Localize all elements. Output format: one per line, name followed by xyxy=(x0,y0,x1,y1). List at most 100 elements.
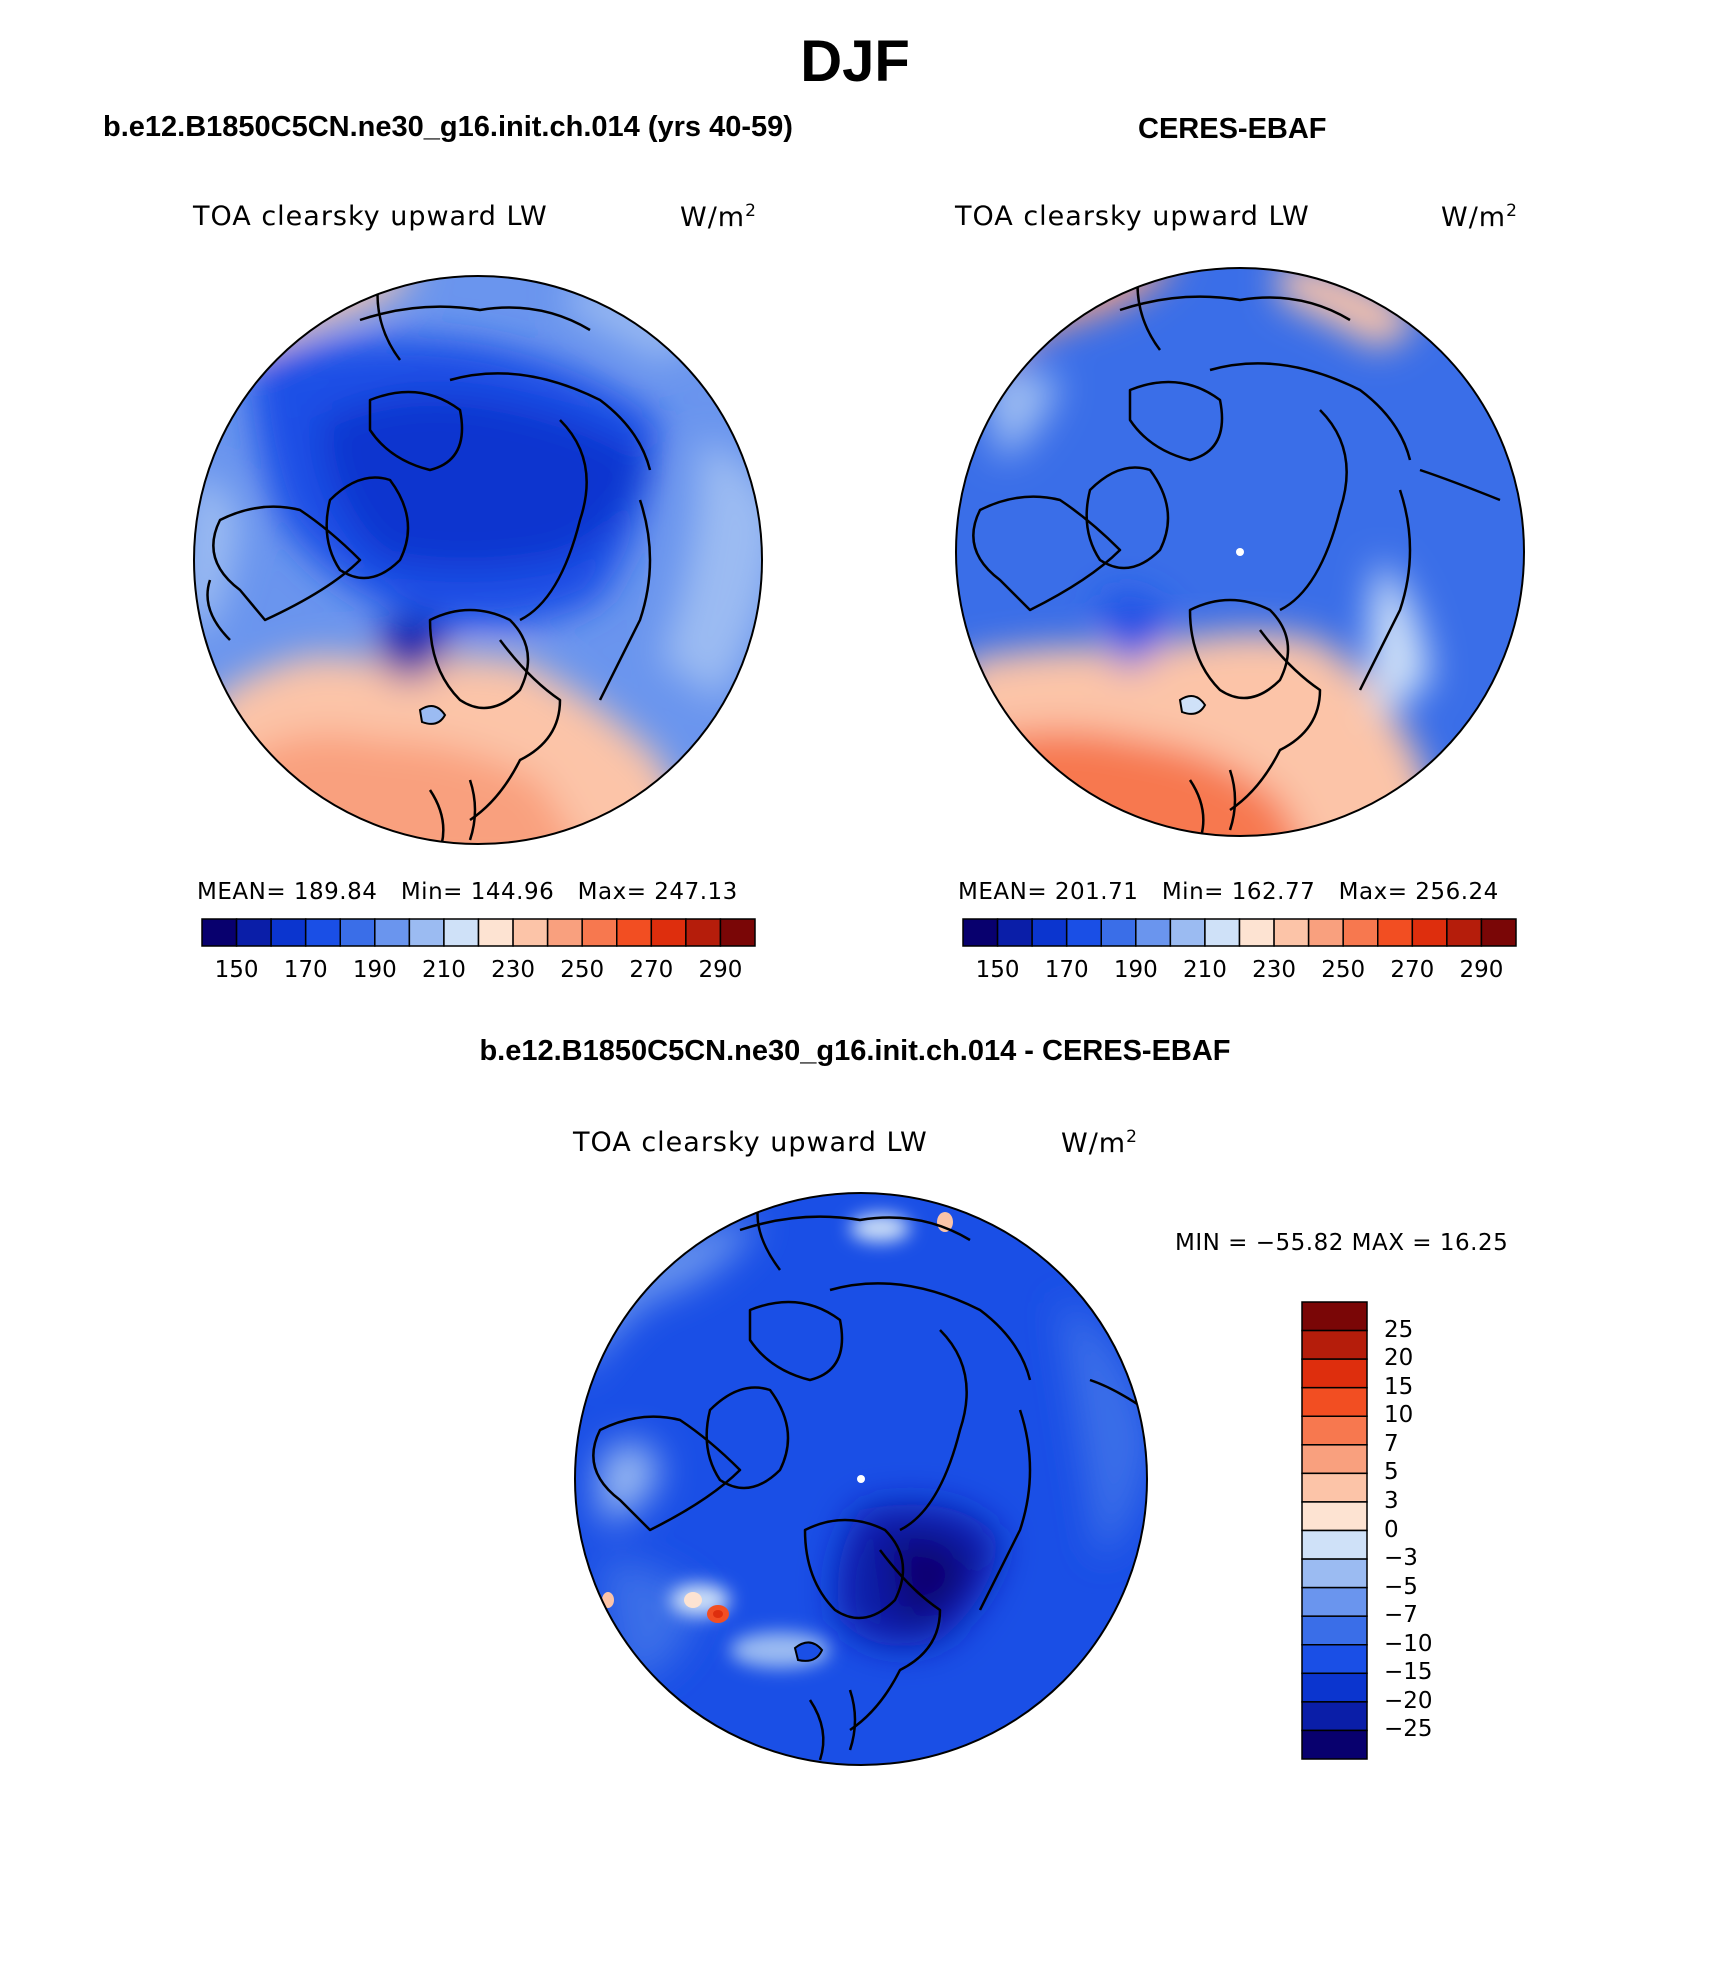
colorbar-swatch xyxy=(1301,1472,1368,1503)
colorbar-tick-label: −15 xyxy=(1384,1659,1433,1686)
colorbar-swatch xyxy=(1100,918,1137,947)
colorbar-tick-label: 170 xyxy=(1044,957,1089,983)
colorbar-tick-label: −25 xyxy=(1384,1716,1433,1743)
colorbar-swatch xyxy=(1301,1501,1368,1532)
colorbar-tick-label: 150 xyxy=(975,957,1020,983)
colorbar-tick-label: 7 xyxy=(1384,1430,1399,1457)
colorbar-swatch xyxy=(1301,1644,1368,1675)
colorbar-swatch xyxy=(1377,918,1414,947)
colorbar-swatch xyxy=(1301,1729,1368,1760)
colorbar-swatch xyxy=(1411,918,1448,947)
colorbar-swatch xyxy=(1301,1586,1368,1617)
diff-variable-label: TOA clearsky upward LW xyxy=(573,1127,928,1158)
colorbar-swatch xyxy=(1301,1444,1368,1475)
obs-min-value: 162.77 xyxy=(1231,879,1316,905)
model-panel-title: b.e12.B1850C5CN.ne30_g16.init.ch.014 (yr… xyxy=(103,111,793,143)
colorbar-swatch xyxy=(443,918,480,947)
colorbar-swatch xyxy=(1301,1329,1368,1360)
colorbar-tick-label: 270 xyxy=(629,957,674,983)
colorbar-tick-label: 3 xyxy=(1384,1487,1399,1514)
colorbar-swatch xyxy=(235,918,272,947)
colorbar-tick-label: 190 xyxy=(1113,957,1158,983)
obs-map-boundary xyxy=(955,267,1525,837)
diff-map-boundary xyxy=(574,1192,1148,1766)
colorbar-swatch xyxy=(1301,1358,1368,1389)
colorbar-swatch xyxy=(1238,918,1275,947)
obs-panel-title: CERES-EBAF xyxy=(1138,113,1327,145)
colorbar-tick-label: 290 xyxy=(1459,957,1504,983)
colorbar-swatch xyxy=(581,918,618,947)
obs-min-label: Min= xyxy=(1161,879,1224,905)
colorbar-swatch xyxy=(1031,918,1068,947)
diff-panel-title: b.e12.B1850C5CN.ne30_g16.init.ch.014 - C… xyxy=(479,1035,1231,1067)
colorbar-tick-label: −7 xyxy=(1384,1602,1418,1629)
diff-units-label: W/m2 xyxy=(1061,1127,1138,1159)
colorbar-tick-label: −5 xyxy=(1384,1573,1418,1600)
colorbar-tick-label: 10 xyxy=(1384,1402,1414,1429)
colorbar-tick-label: 230 xyxy=(491,957,536,983)
model-units-label: W/m2 xyxy=(680,201,757,233)
colorbar-swatch xyxy=(1480,918,1517,947)
colorbar-swatch xyxy=(339,918,376,947)
colorbar-swatch xyxy=(1301,1415,1368,1446)
colorbar-swatch xyxy=(1169,918,1206,947)
colorbar-tick-label: 0 xyxy=(1384,1516,1399,1543)
colorbar-tick-label: 210 xyxy=(421,957,466,983)
colorbar-swatch xyxy=(477,918,514,947)
colorbar-swatch xyxy=(1301,1558,1368,1589)
colorbar-swatch xyxy=(374,918,411,947)
colorbar-swatch xyxy=(616,918,653,947)
colorbar-tick-label: −10 xyxy=(1384,1630,1433,1657)
model-min-label: Min= xyxy=(400,879,463,905)
colorbar-swatch xyxy=(1273,918,1310,947)
model-mean-label: MEAN= xyxy=(197,879,287,905)
colorbar-tick-label: 250 xyxy=(560,957,605,983)
colorbar-swatch xyxy=(1301,1701,1368,1732)
model-max-value: 247.13 xyxy=(654,879,738,905)
colorbar-tick-label: 170 xyxy=(283,957,328,983)
colorbar-tick-label: 290 xyxy=(698,957,743,983)
model-variable-label: TOA clearsky upward LW xyxy=(193,201,548,232)
colorbar-swatch xyxy=(1307,918,1344,947)
model-polar-map xyxy=(194,276,762,844)
colorbar-tick-label: 15 xyxy=(1384,1373,1414,1400)
colorbar-swatch xyxy=(1446,918,1483,947)
model-min-value: 144.96 xyxy=(470,879,555,905)
colorbar-swatch xyxy=(1301,1386,1368,1417)
colorbar-swatch xyxy=(1204,918,1241,947)
obs-stats: MEAN= 201.71 Min= 162.77 Max= 256.24 xyxy=(958,879,1499,905)
model-map-boundary xyxy=(193,275,763,845)
diff-colorbar xyxy=(1301,1301,1368,1760)
colorbar-swatch xyxy=(304,918,341,947)
colorbar-swatch xyxy=(962,918,999,947)
obs-mean-value: 201.71 xyxy=(1054,879,1139,905)
obs-colorbar xyxy=(962,918,1517,947)
diff-minmax: MIN = −55.82 MAX = 16.25 xyxy=(1175,1230,1509,1256)
colorbar-tick-label: 230 xyxy=(1252,957,1297,983)
diff-polar-map xyxy=(575,1193,1147,1765)
colorbar-swatch xyxy=(546,918,583,947)
colorbar-swatch xyxy=(512,918,549,947)
colorbar-swatch xyxy=(719,918,756,947)
model-stats: MEAN= 189.84 Min= 144.96 Max= 247.13 xyxy=(197,879,738,905)
colorbar-swatch xyxy=(1301,1615,1368,1646)
colorbar-tick-label: 5 xyxy=(1384,1459,1399,1486)
colorbar-tick-label: 270 xyxy=(1390,957,1435,983)
colorbar-swatch xyxy=(996,918,1033,947)
figure-title: DJF xyxy=(800,29,910,94)
colorbar-swatch xyxy=(1301,1529,1368,1560)
colorbar-swatch xyxy=(1065,918,1102,947)
obs-units-label: W/m2 xyxy=(1441,201,1518,233)
obs-max-label: Max= xyxy=(1338,879,1408,905)
colorbar-tick-label: 250 xyxy=(1321,957,1366,983)
colorbar-swatch xyxy=(650,918,687,947)
colorbar-swatch xyxy=(1135,918,1172,947)
colorbar-tick-label: 150 xyxy=(214,957,259,983)
colorbar-tick-label: −20 xyxy=(1384,1687,1433,1714)
obs-variable-label: TOA clearsky upward LW xyxy=(955,201,1310,232)
colorbar-tick-label: 20 xyxy=(1384,1345,1414,1372)
colorbar-swatch xyxy=(201,918,238,947)
obs-polar-map xyxy=(956,268,1524,836)
colorbar-swatch xyxy=(1301,1301,1368,1332)
